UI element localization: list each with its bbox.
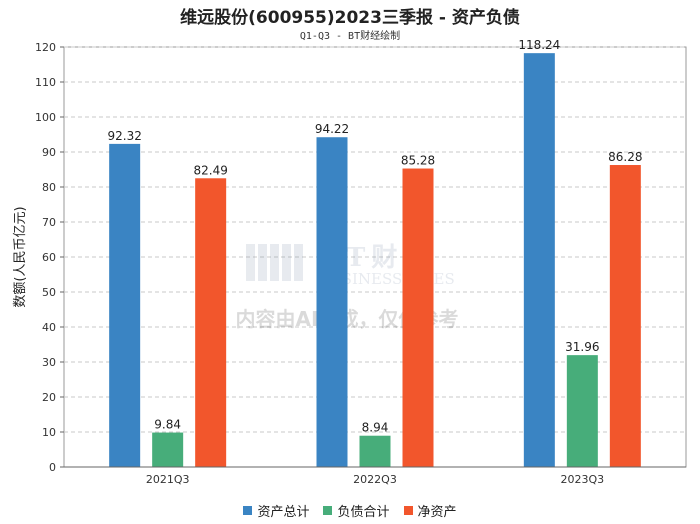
legend-item: 负债合计 xyxy=(323,501,390,520)
data-label: 82.49 xyxy=(193,163,227,177)
watermark-logo-icon xyxy=(246,244,303,281)
bar xyxy=(316,137,348,468)
bar xyxy=(402,168,434,467)
y-tick-label: 110 xyxy=(35,76,56,89)
y-tick-label: 40 xyxy=(42,321,56,334)
y-tick-label: 20 xyxy=(42,391,56,404)
bars xyxy=(109,53,641,468)
bar xyxy=(359,435,391,467)
bar xyxy=(609,165,641,467)
chart-subtitle: Q1-Q3 - BT财经绘制 xyxy=(299,31,401,42)
legend-swatch xyxy=(243,506,253,515)
legend-label: 负债合计 xyxy=(337,505,390,520)
data-label: 8.94 xyxy=(362,421,389,435)
legend-item: 资产总计 xyxy=(243,501,309,520)
y-tick-label: 100 xyxy=(35,111,56,124)
legend-swatch xyxy=(403,506,413,515)
bar xyxy=(195,178,227,467)
data-label: 85.28 xyxy=(401,154,435,168)
axes: 0 10 20 30 40 50 60 70 80 90 100 110 120 2021Q3 2022Q3… xyxy=(35,41,686,486)
y-tick-label: 30 xyxy=(42,356,56,369)
legend-item: 净资产 xyxy=(403,501,457,520)
legend-label: 净资产 xyxy=(417,505,457,520)
x-tick-label: 2021Q3 xyxy=(146,473,190,486)
y-tick-label: 50 xyxy=(42,286,56,299)
data-label: 94.22 xyxy=(315,122,349,136)
legend: 资产总计 负债合计 净资产 xyxy=(0,501,700,520)
x-tick-label: 2023Q3 xyxy=(561,473,605,486)
data-label: 92.32 xyxy=(107,129,141,143)
data-labels: 92.32 9.84 82.49 94.22 8.94 85.28 118.24 31.96 8… xyxy=(107,38,642,435)
legend-label: 资产总计 xyxy=(257,505,310,520)
bar xyxy=(109,143,141,467)
bar xyxy=(152,432,184,467)
y-tick-label: 80 xyxy=(42,181,56,194)
y-tick-label: 60 xyxy=(42,251,56,264)
x-tick-label: 2022Q3 xyxy=(353,473,397,486)
data-label: 9.84 xyxy=(154,418,181,432)
chart-title: 维远股份(600955)2023三季报 - 资产负债 xyxy=(180,8,520,28)
y-tick-label: 10 xyxy=(42,426,56,439)
y-axis-label: 数额(人民币亿元) xyxy=(13,206,28,307)
bar xyxy=(523,53,555,467)
y-tick-label: 70 xyxy=(42,216,56,229)
bar xyxy=(566,355,598,467)
data-label: 86.28 xyxy=(608,150,642,164)
data-label: 31.96 xyxy=(565,340,599,354)
data-label: 118.24 xyxy=(518,38,560,52)
y-tick-label: 120 xyxy=(35,41,56,54)
y-tick-label: 0 xyxy=(49,461,56,474)
y-tick-label: 90 xyxy=(42,146,56,159)
legend-swatch xyxy=(323,506,333,515)
